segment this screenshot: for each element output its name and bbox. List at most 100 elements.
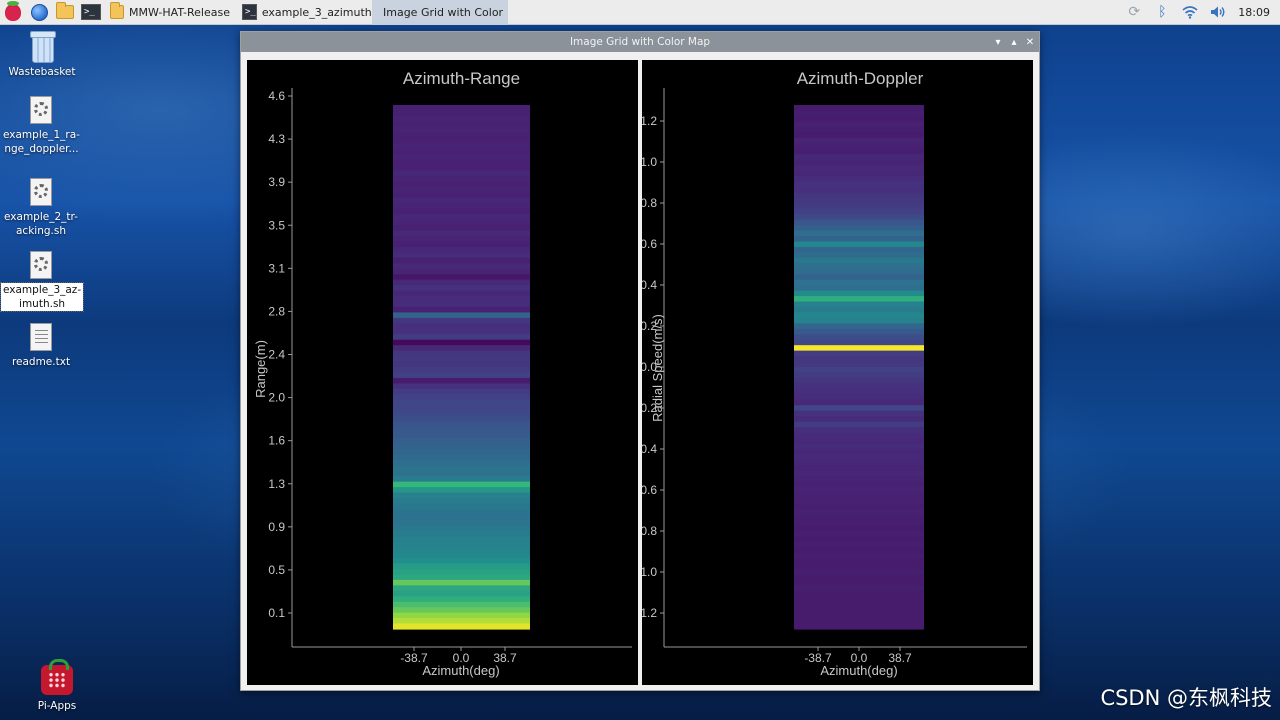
globe-icon bbox=[30, 3, 48, 21]
heatmap-cell bbox=[794, 410, 924, 417]
bluetooth-icon[interactable]: ᛒ bbox=[1158, 4, 1167, 20]
desktop-icon-example-2[interactable]: example_2_tr-acking.sh bbox=[1, 178, 81, 238]
heatmap-cell bbox=[393, 601, 530, 608]
heatmap-cell bbox=[393, 241, 530, 248]
folder-icon bbox=[56, 2, 74, 19]
heatmap-cell bbox=[794, 350, 924, 357]
update-icon[interactable]: ⟳ bbox=[1128, 4, 1141, 20]
desktop-icon-label: Pi-Apps bbox=[37, 700, 77, 712]
taskbar: >_ MMW-HAT-Release >_ example_3_azimuth.… bbox=[0, 0, 1280, 25]
heatmap-cell bbox=[393, 279, 530, 286]
desktop-icon-wastebasket[interactable]: Wastebasket bbox=[2, 31, 82, 79]
heatmap-cell bbox=[393, 306, 530, 314]
desktop-icon-example-1[interactable]: example_1_ra-nge_doppler... bbox=[1, 96, 81, 156]
heatmap-cell bbox=[393, 350, 530, 357]
desktop-icon-label: example_1_ra-nge_doppler... bbox=[3, 129, 80, 155]
desktop-icon-label: example_3_az-imuth.sh bbox=[0, 282, 85, 312]
heatmap-cell bbox=[794, 339, 924, 346]
x-tick-label: -38.7 bbox=[804, 651, 832, 665]
heatmap-cell bbox=[794, 219, 924, 226]
wifi-icon[interactable] bbox=[1182, 4, 1198, 20]
heatmap-cell bbox=[794, 394, 924, 401]
heatmap-cell bbox=[794, 312, 924, 319]
azimuth-doppler-chart: -1.2 -1.0 -0.8 -0.6 -0.4 -0.2 -0.0 0.2 0.4 0.6 0.8… bbox=[642, 69, 1027, 678]
heatmap-cell bbox=[794, 110, 924, 117]
clock[interactable]: 18:09 bbox=[1238, 5, 1270, 19]
y-axis-label: Radial Speed(m/s) bbox=[650, 314, 665, 422]
heatmap-cell bbox=[393, 345, 530, 352]
heatmap-cell bbox=[393, 143, 530, 150]
minimize-icon[interactable]: ▾ bbox=[995, 36, 1001, 48]
heatmap-cell bbox=[794, 530, 924, 537]
heatmap-cell bbox=[393, 476, 530, 483]
terminal-launcher[interactable]: >_ bbox=[78, 0, 104, 25]
maximize-icon[interactable]: ▴ bbox=[1011, 36, 1017, 48]
heatmap-cell bbox=[393, 399, 530, 406]
task-file-manager[interactable]: MMW-HAT-Release bbox=[104, 0, 236, 25]
heatmap-cell bbox=[393, 105, 530, 112]
heatmap-cell bbox=[794, 263, 924, 270]
heatmap-cell bbox=[794, 367, 924, 374]
file-manager-launcher[interactable] bbox=[52, 0, 78, 25]
heatmap-cell bbox=[393, 165, 530, 172]
script-file-icon bbox=[30, 251, 52, 279]
y-tick-label: 0.2 bbox=[642, 401, 657, 415]
raspberry-menu-button[interactable] bbox=[0, 0, 26, 25]
heatmap-cell bbox=[393, 563, 530, 570]
heatmap-cell bbox=[794, 203, 924, 210]
heatmap-cell bbox=[393, 175, 530, 183]
desktop-icon-pi-apps[interactable]: Pi-Apps bbox=[17, 659, 97, 713]
heatmap-cell bbox=[393, 312, 530, 319]
desktop-icon-readme[interactable]: readme.txt bbox=[1, 323, 81, 369]
heatmap-cell bbox=[794, 317, 924, 324]
heatmap-cell bbox=[794, 503, 924, 510]
volume-icon[interactable] bbox=[1210, 4, 1226, 20]
heatmap-cell bbox=[794, 470, 924, 477]
heatmap-cell bbox=[393, 574, 530, 581]
heatmap-cell bbox=[393, 361, 530, 368]
heatmap-cell bbox=[393, 568, 530, 576]
heatmap-cell bbox=[794, 525, 924, 532]
heatmap-cell bbox=[794, 175, 924, 183]
task-terminal[interactable]: >_ example_3_azimuth.s bbox=[236, 0, 372, 25]
heatmap-cell bbox=[794, 192, 924, 199]
y-tick-label: 2.0 bbox=[268, 391, 285, 405]
heatmap-cell bbox=[794, 170, 924, 177]
heatmap-cell bbox=[393, 328, 530, 335]
web-browser-launcher[interactable] bbox=[26, 0, 52, 25]
y-tick-label: 1.2 bbox=[642, 606, 657, 620]
heatmap-cell bbox=[794, 481, 924, 488]
heatmap-cell bbox=[393, 377, 530, 384]
heatmap-cell bbox=[794, 241, 924, 248]
heatmap-cell bbox=[393, 416, 530, 423]
heatmap-cell bbox=[393, 356, 530, 363]
heatmap-cell bbox=[393, 257, 530, 264]
heatmap-cell bbox=[393, 225, 530, 232]
heatmap-cell bbox=[393, 274, 530, 281]
heatmap-cell bbox=[393, 170, 530, 177]
heatmap-cell bbox=[393, 514, 530, 521]
heatmap-cell bbox=[393, 421, 530, 428]
heatmap-cell bbox=[393, 427, 530, 434]
window-title: Image Grid with Color Map bbox=[569, 36, 711, 48]
heatmap-cell bbox=[794, 290, 924, 297]
script-file-icon bbox=[30, 96, 52, 124]
x-tick-label: 0.0 bbox=[453, 651, 470, 665]
close-icon[interactable]: ✕ bbox=[1025, 36, 1035, 48]
y-tick-label: 2.8 bbox=[268, 304, 285, 318]
y-tick-label: 0.4 bbox=[642, 442, 657, 456]
window-titlebar[interactable]: Image Grid with Color Map ▾ ▴ ✕ bbox=[241, 32, 1039, 52]
chart-title: Azimuth-Range bbox=[403, 69, 520, 88]
heatmap-cell bbox=[794, 126, 924, 133]
x-axis-label: Azimuth(deg) bbox=[422, 663, 499, 678]
heatmap-cell bbox=[393, 219, 530, 226]
heatmap-cell bbox=[794, 519, 924, 526]
script-file-icon bbox=[30, 178, 52, 206]
heatmap-cell bbox=[794, 590, 924, 597]
heatmap-cell bbox=[393, 214, 530, 221]
desktop-icon-example-3[interactable]: example_3_az-imuth.sh bbox=[0, 251, 85, 312]
heatmap-cell bbox=[794, 159, 924, 166]
heatmap-cell bbox=[794, 487, 924, 494]
task-python-window[interactable]: Image Grid with Color bbox=[372, 0, 508, 25]
heatmap-cell bbox=[794, 459, 924, 466]
